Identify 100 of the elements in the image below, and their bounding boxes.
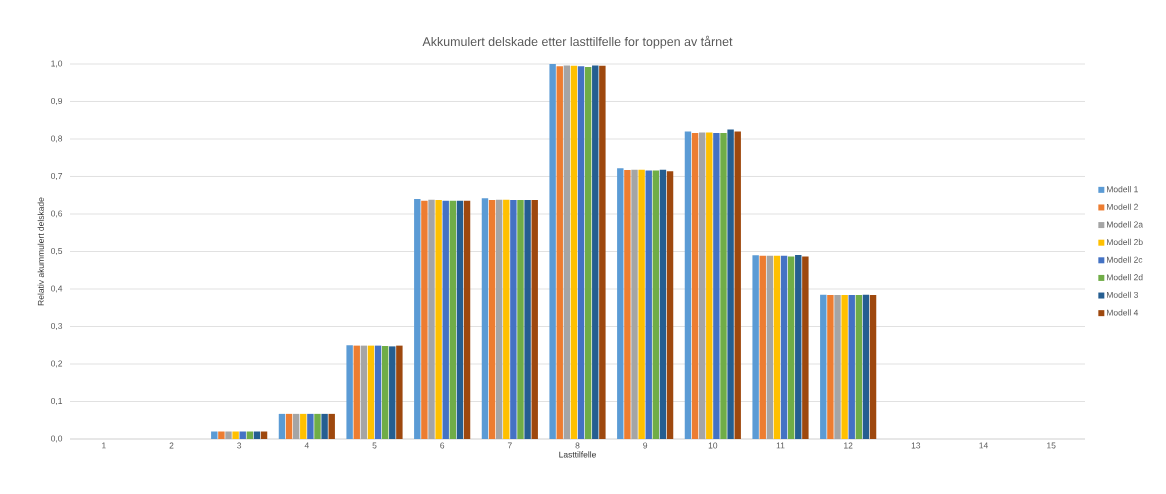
bar (706, 132, 713, 439)
bar (549, 64, 556, 439)
bar (869, 295, 877, 439)
y-tick-label: 0,0 (51, 435, 63, 443)
bar (531, 200, 538, 439)
bar (218, 431, 225, 439)
bar (488, 200, 496, 439)
bar (862, 294, 870, 439)
bar (314, 413, 321, 439)
bar (360, 345, 368, 439)
bar (834, 295, 841, 439)
x-tick-label: 2 (169, 442, 174, 449)
bar (556, 66, 563, 439)
legend-label: Modell 2 (1107, 203, 1138, 210)
bar (503, 199, 510, 439)
bar (421, 200, 428, 439)
legend-label: Modell 4 (1107, 309, 1139, 316)
bar (232, 431, 239, 439)
x-tick-label: 5 (372, 442, 377, 449)
y-tick-label: 0,7 (51, 173, 63, 180)
y-tick-label: 1,0 (51, 60, 63, 68)
bar (855, 295, 863, 439)
x-tick-label: 14 (979, 442, 988, 449)
bar (645, 170, 652, 439)
bar (307, 413, 314, 439)
bar (599, 65, 606, 439)
bar (752, 255, 759, 439)
y-tick-label: 0,4 (51, 285, 63, 293)
x-tick-label: 8 (575, 442, 580, 449)
bar (442, 200, 449, 439)
bar (570, 65, 578, 439)
bar (827, 295, 834, 439)
bar (353, 345, 360, 439)
y-tick-label: 0,5 (51, 248, 63, 255)
bar (802, 256, 809, 439)
bar (713, 133, 720, 439)
bar (577, 66, 585, 439)
bar (428, 199, 435, 439)
bar (449, 200, 457, 439)
bar (766, 255, 774, 439)
bar (684, 131, 692, 439)
bar (773, 255, 781, 439)
x-tick-label: 7 (507, 442, 512, 449)
bar (820, 294, 827, 439)
y-tick-label: 0,6 (51, 210, 63, 218)
bar (592, 65, 599, 439)
bar (300, 413, 307, 439)
bar (328, 413, 335, 439)
x-tick-label: 13 (911, 442, 921, 449)
y-tick-label: 0,8 (51, 135, 63, 143)
bar (727, 129, 734, 439)
bar (652, 170, 660, 439)
bar (481, 198, 489, 439)
bar (463, 200, 471, 439)
bar (346, 345, 353, 439)
legend-label: Modell 3 (1107, 291, 1138, 298)
legend-label: Modell 2b (1107, 238, 1143, 246)
y-tick-label: 0,1 (51, 398, 63, 405)
bar (841, 295, 848, 439)
bar (848, 295, 855, 439)
legend-label: Modell 2d (1107, 274, 1143, 281)
bar (456, 200, 464, 439)
bar (631, 169, 638, 439)
bar (414, 199, 421, 439)
chart-title: Akkumulert delskade etter lasttilfelle for toppen av tårnet (422, 35, 733, 49)
x-tick-label: 12 (844, 442, 853, 449)
bar (285, 413, 293, 439)
bar (787, 256, 795, 439)
x-axis-title: Lasttilfelle (559, 451, 596, 458)
bar (396, 345, 403, 439)
bar (495, 199, 503, 439)
bar (524, 200, 531, 439)
bar (517, 200, 524, 439)
bar (624, 170, 631, 439)
legend-label: Modell 2c (1107, 256, 1143, 263)
bar (780, 255, 788, 439)
bar (734, 131, 741, 439)
bar (720, 133, 727, 439)
x-tick-label: 11 (776, 442, 785, 449)
legend-label: Modell 2a (1107, 221, 1144, 228)
y-axis-title: Relativ akummulert delskade (37, 197, 44, 306)
bar (389, 346, 396, 439)
bar (759, 255, 766, 439)
bar (659, 169, 667, 439)
bar (278, 413, 286, 439)
bar (691, 133, 699, 439)
x-tick-label: 6 (440, 442, 445, 449)
y-tick-label: 0,9 (51, 98, 63, 105)
x-tick-label: 3 (237, 442, 242, 449)
bar (698, 132, 706, 439)
bar (666, 171, 674, 439)
x-tick-label: 15 (1047, 442, 1056, 449)
legend-label: Modell 1 (1107, 186, 1138, 193)
bar (321, 413, 328, 439)
bar (563, 65, 571, 439)
bar (374, 345, 382, 439)
y-tick-label: 0,2 (51, 360, 63, 368)
bar (584, 67, 592, 439)
x-tick-label: 4 (304, 442, 309, 449)
bar (510, 200, 517, 439)
